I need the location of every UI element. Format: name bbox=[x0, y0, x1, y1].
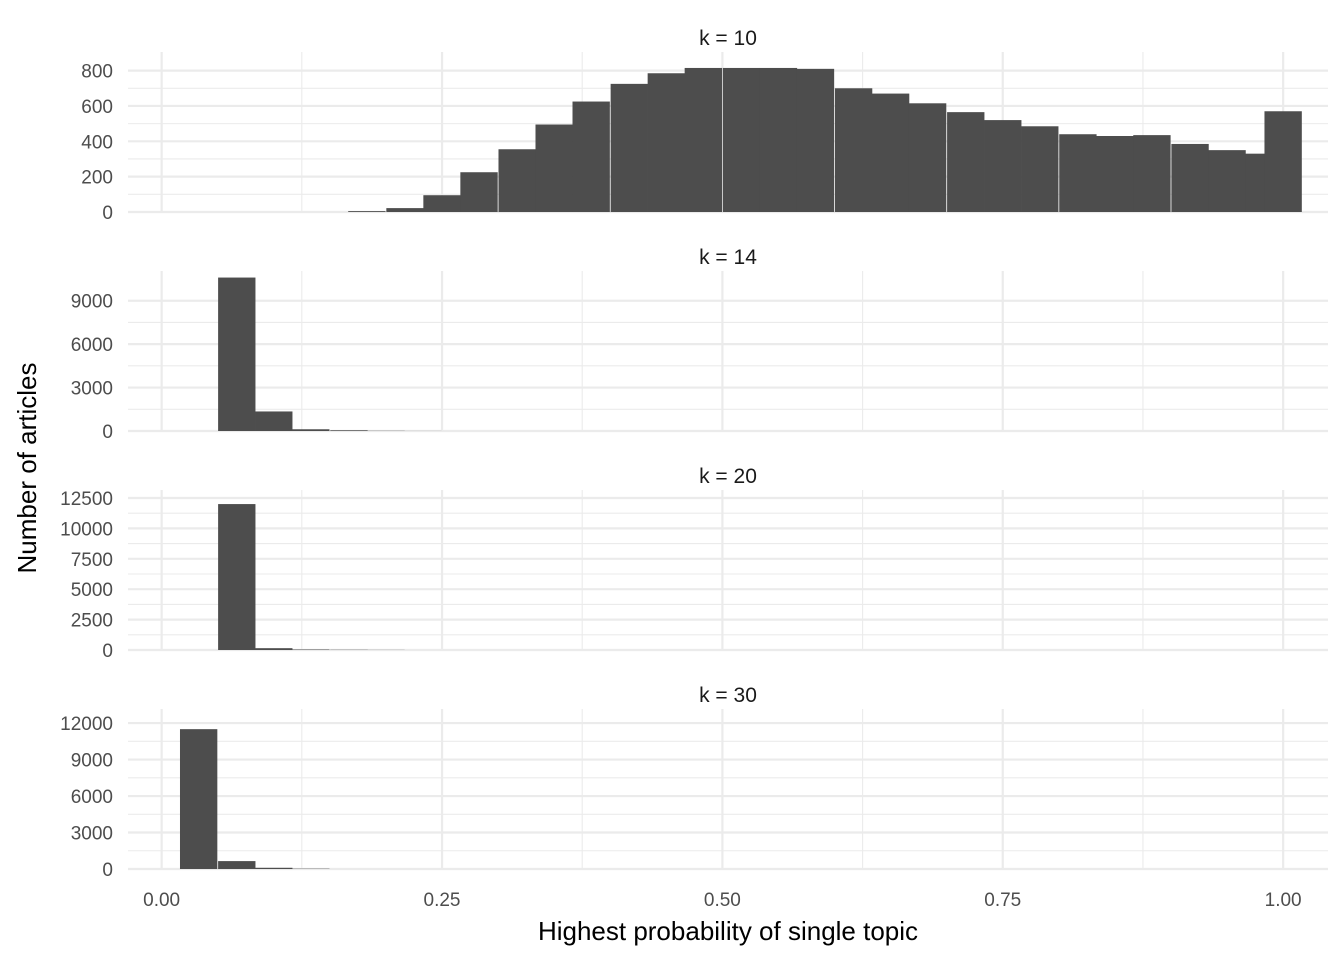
histogram-bar bbox=[759, 67, 798, 212]
y-tick-label: 7500 bbox=[71, 550, 113, 571]
x-axis-title: Highest probability of single topic bbox=[538, 916, 918, 946]
x-tick-label: 0.50 bbox=[704, 890, 741, 911]
histogram-bar bbox=[255, 648, 293, 650]
y-tick-label: 6000 bbox=[71, 335, 113, 356]
histogram-bar bbox=[984, 120, 1022, 212]
y-tick-label: 5000 bbox=[71, 580, 113, 601]
histogram-bar bbox=[386, 208, 424, 212]
y-tick-label: 200 bbox=[81, 168, 113, 189]
y-tick-label: 6000 bbox=[71, 787, 113, 808]
x-tick-label: 0.75 bbox=[984, 890, 1021, 911]
histogram-bar bbox=[255, 867, 293, 869]
y-tick-label: 9000 bbox=[71, 292, 113, 313]
histogram-bar bbox=[1021, 126, 1059, 212]
histogram-bar bbox=[834, 88, 873, 212]
histogram-bar bbox=[871, 93, 910, 212]
histogram-bar bbox=[255, 411, 293, 431]
histogram-bar bbox=[796, 68, 835, 212]
facet-strip-label: k = 30 bbox=[699, 684, 757, 707]
y-tick-label: 10000 bbox=[60, 519, 113, 540]
facet-panel: k = 10 0 200 400 600 800 bbox=[81, 27, 1328, 224]
y-tick-label: 400 bbox=[81, 132, 113, 153]
histogram-bar bbox=[535, 124, 573, 212]
facet-panel: k = 30 0 3000 6000 9000 12000 bbox=[60, 684, 1328, 881]
facet-strip-label: k = 14 bbox=[699, 246, 757, 269]
histogram-bar bbox=[1171, 143, 1209, 212]
histogram-bar bbox=[330, 430, 368, 431]
x-axis: 0.00 0.25 0.50 0.75 1.00 bbox=[143, 890, 1301, 911]
y-tick-label: 2500 bbox=[71, 611, 113, 632]
histogram-bar bbox=[647, 73, 685, 212]
facet-panel: k = 14 0 3000 6000 9000 bbox=[71, 246, 1328, 443]
histogram-bar bbox=[348, 211, 386, 212]
y-tick-label: 9000 bbox=[71, 751, 113, 772]
histogram-bar bbox=[179, 729, 218, 869]
y-tick-label: 800 bbox=[81, 62, 113, 83]
y-tick-label: 0 bbox=[102, 860, 113, 881]
histogram-bar bbox=[498, 149, 536, 212]
y-tick-label: 0 bbox=[102, 422, 113, 443]
histogram-bar bbox=[684, 67, 722, 212]
x-tick-label: 0.25 bbox=[424, 890, 461, 911]
histogram-bar bbox=[1059, 134, 1097, 212]
y-tick-label: 12000 bbox=[60, 714, 113, 735]
x-tick-label: 1.00 bbox=[1265, 890, 1302, 911]
histogram-bar bbox=[423, 195, 461, 212]
y-tick-label: 3000 bbox=[71, 824, 113, 845]
x-tick-label: 0.00 bbox=[143, 890, 180, 911]
y-tick-label: 0 bbox=[102, 641, 113, 662]
histogram-bar bbox=[218, 277, 256, 431]
y-tick-label: 3000 bbox=[71, 379, 113, 400]
histogram-bar bbox=[460, 172, 498, 212]
y-axis-title: Number of articles bbox=[12, 363, 42, 574]
y-tick-label: 600 bbox=[81, 97, 113, 118]
histogram-bar bbox=[1133, 135, 1171, 212]
facet-strip-label: k = 10 bbox=[699, 27, 757, 50]
histogram-bar bbox=[1096, 136, 1134, 212]
histogram-bar bbox=[1208, 150, 1246, 212]
y-tick-label: 0 bbox=[102, 203, 113, 224]
histogram-bar bbox=[1264, 111, 1302, 212]
facet-strip-label: k = 20 bbox=[699, 465, 757, 488]
histogram-bar bbox=[292, 429, 330, 431]
y-tick-label: 12500 bbox=[60, 489, 113, 510]
histogram-bar bbox=[610, 83, 648, 212]
facet-panel: k = 20 0 2500 5000 7500 10000 12500 bbox=[60, 465, 1328, 662]
histogram-bar bbox=[572, 101, 610, 212]
histogram-bar bbox=[947, 112, 985, 212]
histogram-bar bbox=[218, 504, 256, 650]
histogram-bar bbox=[722, 67, 761, 212]
histogram-bar bbox=[908, 103, 947, 212]
histogram-bar bbox=[218, 861, 256, 869]
